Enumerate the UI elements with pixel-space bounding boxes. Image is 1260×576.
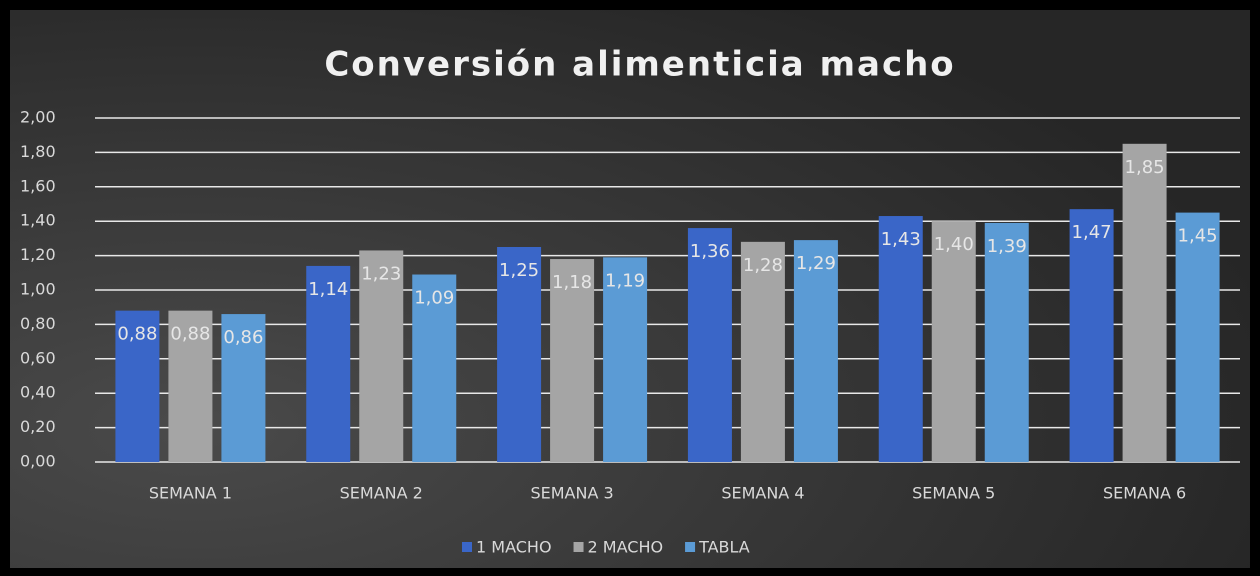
y-tick-label: 0,80 — [20, 314, 56, 333]
bar — [603, 257, 648, 462]
data-label: 1,85 — [1125, 157, 1165, 178]
bar — [1069, 209, 1114, 462]
data-label: 1,25 — [499, 260, 539, 281]
data-label: 1,14 — [308, 279, 348, 300]
chart-title: Conversión alimenticia macho — [324, 45, 955, 85]
bar — [412, 274, 457, 462]
y-tick-label: 1,20 — [20, 245, 56, 264]
bar — [359, 250, 404, 462]
data-label: 1,40 — [934, 234, 974, 255]
bar — [306, 265, 351, 462]
x-tick-label: SEMANA 3 — [530, 484, 613, 503]
data-label: 1,47 — [1072, 222, 1112, 243]
x-tick-label: SEMANA 1 — [149, 484, 232, 503]
x-tick-label: SEMANA 2 — [340, 484, 423, 503]
x-tick-label: SEMANA 4 — [721, 484, 804, 503]
data-label: 1,28 — [743, 255, 783, 276]
bar — [931, 221, 976, 462]
bar — [1122, 143, 1167, 463]
legend-label: 1 MACHO — [476, 538, 552, 557]
bar — [115, 310, 160, 462]
x-tick-label: SEMANA 6 — [1103, 484, 1186, 503]
bar — [497, 247, 542, 462]
bar — [1175, 212, 1220, 462]
y-tick-label: 2,00 — [20, 108, 56, 127]
data-label: 1,18 — [552, 272, 592, 293]
legend-swatch — [462, 542, 472, 552]
bar — [878, 216, 923, 462]
data-label: 1,45 — [1178, 226, 1218, 247]
y-tick-label: 1,60 — [20, 176, 56, 195]
legend-swatch — [573, 542, 584, 552]
data-label: 1,36 — [690, 241, 730, 262]
bar — [550, 259, 595, 462]
y-tick-label: 0,40 — [20, 383, 56, 402]
data-label: 1,29 — [796, 253, 836, 274]
legend-label: TABLA — [698, 538, 750, 557]
data-label: 1,23 — [361, 263, 401, 284]
legend-label: 2 MACHO — [588, 538, 664, 557]
y-tick-label: 1,80 — [20, 142, 56, 161]
y-tick-label: 1,00 — [20, 280, 56, 299]
bar — [168, 310, 213, 462]
bar — [740, 241, 785, 462]
y-tick-label: 1,40 — [20, 211, 56, 230]
y-tick-label: 0,00 — [20, 452, 56, 471]
y-tick-label: 0,20 — [20, 417, 56, 436]
bar — [793, 240, 838, 462]
bar — [221, 314, 266, 462]
data-label: 1,39 — [987, 236, 1027, 257]
data-label: 0,88 — [170, 324, 210, 345]
data-label: 0,86 — [223, 327, 263, 348]
legend-swatch — [685, 542, 696, 552]
bar — [687, 228, 732, 462]
x-tick-label: SEMANA 5 — [912, 484, 995, 503]
data-label: 1,09 — [414, 288, 454, 309]
data-label: 1,19 — [605, 270, 645, 291]
data-label: 0,88 — [117, 324, 157, 345]
y-tick-label: 0,60 — [20, 348, 56, 367]
bar — [984, 222, 1029, 462]
data-label: 1,43 — [881, 229, 921, 250]
